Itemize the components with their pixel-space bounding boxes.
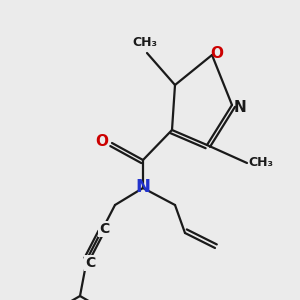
Text: C: C xyxy=(85,256,95,270)
Text: O: O xyxy=(95,134,109,148)
Text: CH₃: CH₃ xyxy=(133,37,158,50)
Text: C: C xyxy=(99,222,109,236)
Text: N: N xyxy=(234,100,246,115)
Text: CH₃: CH₃ xyxy=(248,157,274,169)
Text: O: O xyxy=(211,46,224,61)
Text: N: N xyxy=(136,178,151,196)
